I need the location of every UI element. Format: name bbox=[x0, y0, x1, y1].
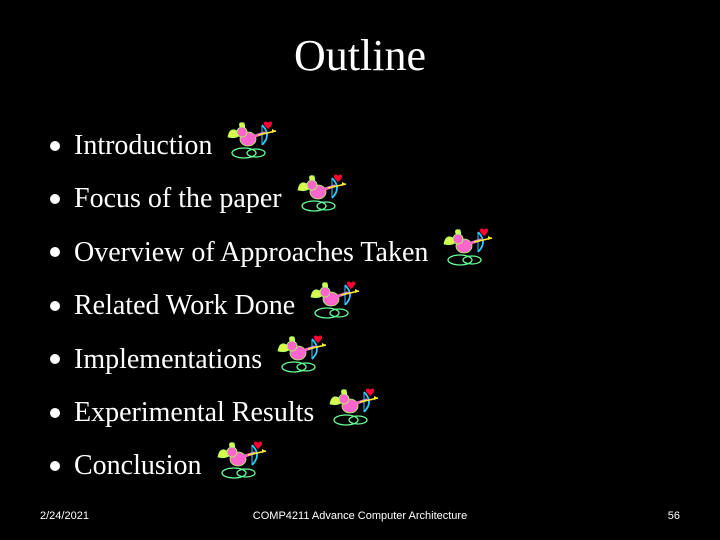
bullet-list: Introduction Focus of the paper Overview… bbox=[40, 119, 680, 493]
slide-footer: 2/24/2021 COMP4211 Advance Computer Arch… bbox=[40, 510, 680, 522]
bullet-dot-icon bbox=[50, 247, 60, 257]
cupid-icon bbox=[212, 439, 272, 492]
cupid-icon bbox=[324, 386, 384, 439]
bullet-text: Focus of the paper bbox=[74, 177, 282, 220]
bullet-text: Introduction bbox=[74, 124, 212, 167]
cupid-icon bbox=[222, 119, 282, 172]
cupid-icon bbox=[292, 172, 352, 225]
bullet-dot-icon bbox=[50, 461, 60, 471]
footer-course: COMP4211 Advance Computer Architecture bbox=[200, 510, 520, 522]
bullet-text: Overview of Approaches Taken bbox=[74, 231, 428, 274]
bullet-dot-icon bbox=[50, 408, 60, 418]
bullet-text: Experimental Results bbox=[74, 391, 314, 434]
bullet-text: Implementations bbox=[74, 338, 262, 381]
bullet-dot-icon bbox=[50, 141, 60, 151]
list-item: Focus of the paper bbox=[50, 172, 680, 225]
bullet-text: Related Work Done bbox=[74, 284, 295, 327]
list-item: Implementations bbox=[50, 333, 680, 386]
list-item: Experimental Results bbox=[50, 386, 680, 439]
cupid-icon bbox=[438, 226, 498, 279]
bullet-text: Conclusion bbox=[74, 444, 202, 487]
slide: Outline Introduction Focus of the paper … bbox=[0, 0, 720, 540]
cupid-icon bbox=[305, 279, 365, 332]
bullet-dot-icon bbox=[50, 194, 60, 204]
list-item: Introduction bbox=[50, 119, 680, 172]
list-item: Overview of Approaches Taken bbox=[50, 226, 680, 279]
list-item: Conclusion bbox=[50, 439, 680, 492]
list-item: Related Work Done bbox=[50, 279, 680, 332]
cupid-icon bbox=[272, 333, 332, 386]
footer-date: 2/24/2021 bbox=[40, 510, 200, 522]
footer-page: 56 bbox=[520, 510, 680, 522]
bullet-dot-icon bbox=[50, 301, 60, 311]
bullet-dot-icon bbox=[50, 354, 60, 364]
slide-title: Outline bbox=[40, 30, 680, 81]
